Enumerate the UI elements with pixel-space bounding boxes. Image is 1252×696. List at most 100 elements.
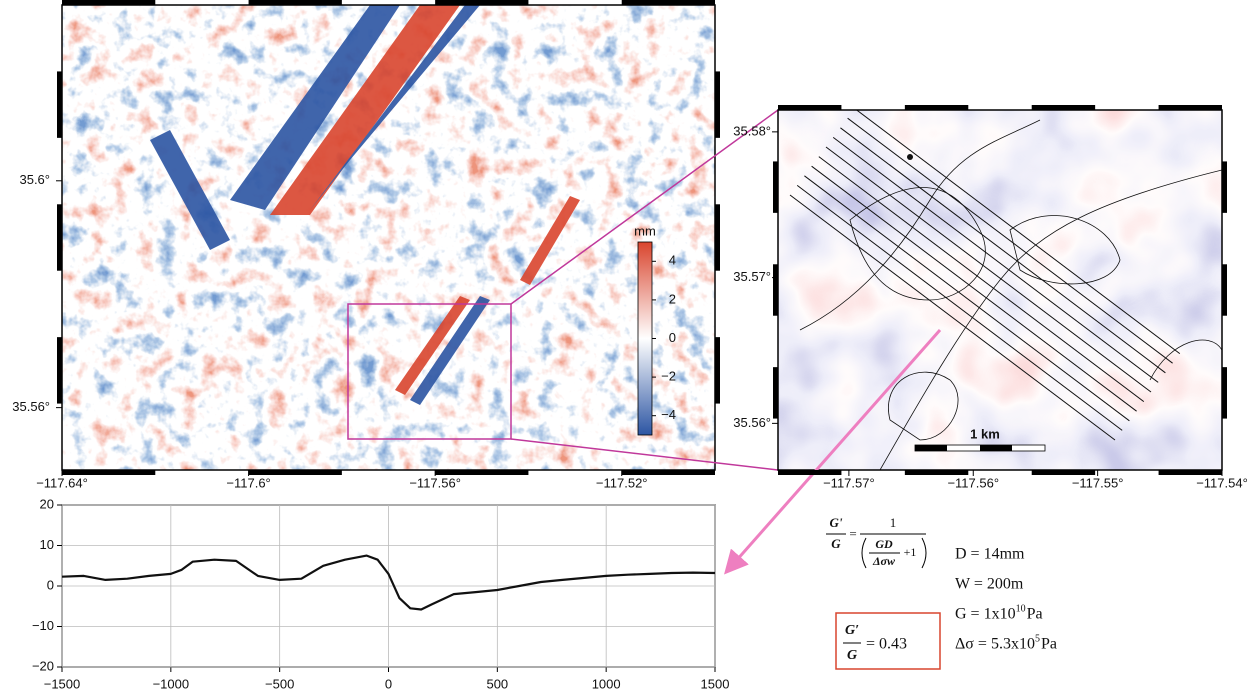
zoom-line [510,109,779,305]
frame-tick [621,0,715,5]
frame-tick [1031,470,1096,475]
profile-line [796,185,1123,431]
parameter-exponent: 5 [1035,633,1040,644]
equations: G' G = 1 GD Δσw +1 G′ G = 0.43 [826,515,941,670]
frame-tick [435,470,529,475]
frame-tick [57,71,62,138]
zoom-line [510,438,779,471]
frame-tick [435,0,529,5]
parameter: G = 1x10 [955,606,1016,623]
frame-tick [1158,470,1222,475]
x-tick-label: 1500 [701,676,730,691]
y-tick-label: 0 [47,577,54,592]
frame-tick [1031,105,1096,110]
x-tick-label: 1000 [592,676,621,691]
scale-bar [914,444,1046,452]
x-tick-label: −117.55° [1072,475,1124,490]
profile-line [855,110,1181,354]
profile-line [811,165,1137,412]
arrow [724,329,942,575]
profile-line [847,117,1173,364]
y-tick-label: 10 [40,537,54,552]
frame-tick [773,161,778,213]
frame-tick [62,470,156,475]
x-tick-label: −1500 [44,676,81,691]
x-tick-label: 0 [385,676,392,691]
profile-line [804,175,1130,422]
frame-tick [773,367,778,419]
colorbar-label: mm [634,223,656,238]
colorbar-tick-label: −2 [661,369,676,384]
frame-tick [248,0,342,5]
frame-tick [248,470,342,475]
frame-tick [1222,367,1227,419]
result-den: G [847,648,857,663]
eq-lhs-num: G' [830,515,843,530]
x-tick-label: 500 [486,676,508,691]
frame-tick [57,337,62,404]
frame-tick [778,105,842,110]
result-value: = 0.43 [866,636,907,653]
frame-tick [621,470,715,475]
x-tick-label: −117.6° [226,475,270,490]
eq-plus-one: +1 [904,545,917,559]
eq-lhs-den: G [831,536,841,551]
result-num: G′ [845,623,859,638]
frame-tick [715,204,720,271]
frame-tick [62,0,156,5]
frame-tick [1222,264,1227,316]
eq-rhs-num: 1 [890,515,897,530]
parentheses [861,537,927,569]
eq-inner-den: Δσw [872,554,896,568]
x-tick-label: −500 [265,676,294,691]
y-tick-label: −20 [32,658,54,673]
inset-map-image [778,110,1222,470]
profile-line [825,146,1152,393]
eq-equals: = [849,526,856,541]
frame-tick [715,71,720,138]
eq-inner-num: GD [875,537,893,551]
frame-tick [778,470,842,475]
parameter-exponent: 10 [1016,603,1026,614]
x-tick-label: −117.52° [596,475,648,490]
x-tick-label: −117.64° [36,475,88,490]
colorbar-tick-label: 4 [669,253,676,268]
x-tick-label: −117.54° [1196,475,1248,490]
y-tick-label: 35.56° [733,415,771,430]
y-tick-label: 20 [40,496,54,511]
frame-tick [773,264,778,316]
zoom-box [347,303,512,440]
x-tick-label: −117.56° [409,475,461,490]
frame-tick [904,470,969,475]
profile-line [832,137,1159,383]
parameter-unit: Pa [1041,636,1057,653]
scale-bar-label: 1 km [970,426,1000,441]
colorbar-tick-label: 0 [669,330,676,345]
x-tick-label: −117.56° [947,475,999,490]
colorbar-tick-label: −4 [661,407,676,422]
profile-line [789,194,1116,441]
frame-tick [904,105,969,110]
parameter: W = 200m [955,576,1024,593]
frame-tick [1158,105,1222,110]
y-tick-label: 35.57° [733,269,771,284]
profile-line [818,156,1145,402]
colorbar [637,241,653,436]
result-box [835,612,941,670]
y-tick-label: 35.56° [12,399,50,414]
y-tick-label: 35.58° [733,123,771,138]
main-map-image [62,5,715,470]
x-tick-label: −117.57° [823,475,875,490]
frame-tick [1222,161,1227,213]
y-tick-label: 35.6° [19,172,50,187]
profile-line [840,127,1166,374]
frame-tick [715,337,720,404]
profile-line [61,554,716,611]
parameter-unit: Pa [1027,606,1043,623]
parameter: D = 14mm [955,546,1025,563]
colorbar-tick-label: 2 [669,291,676,306]
frame-tick [57,204,62,271]
